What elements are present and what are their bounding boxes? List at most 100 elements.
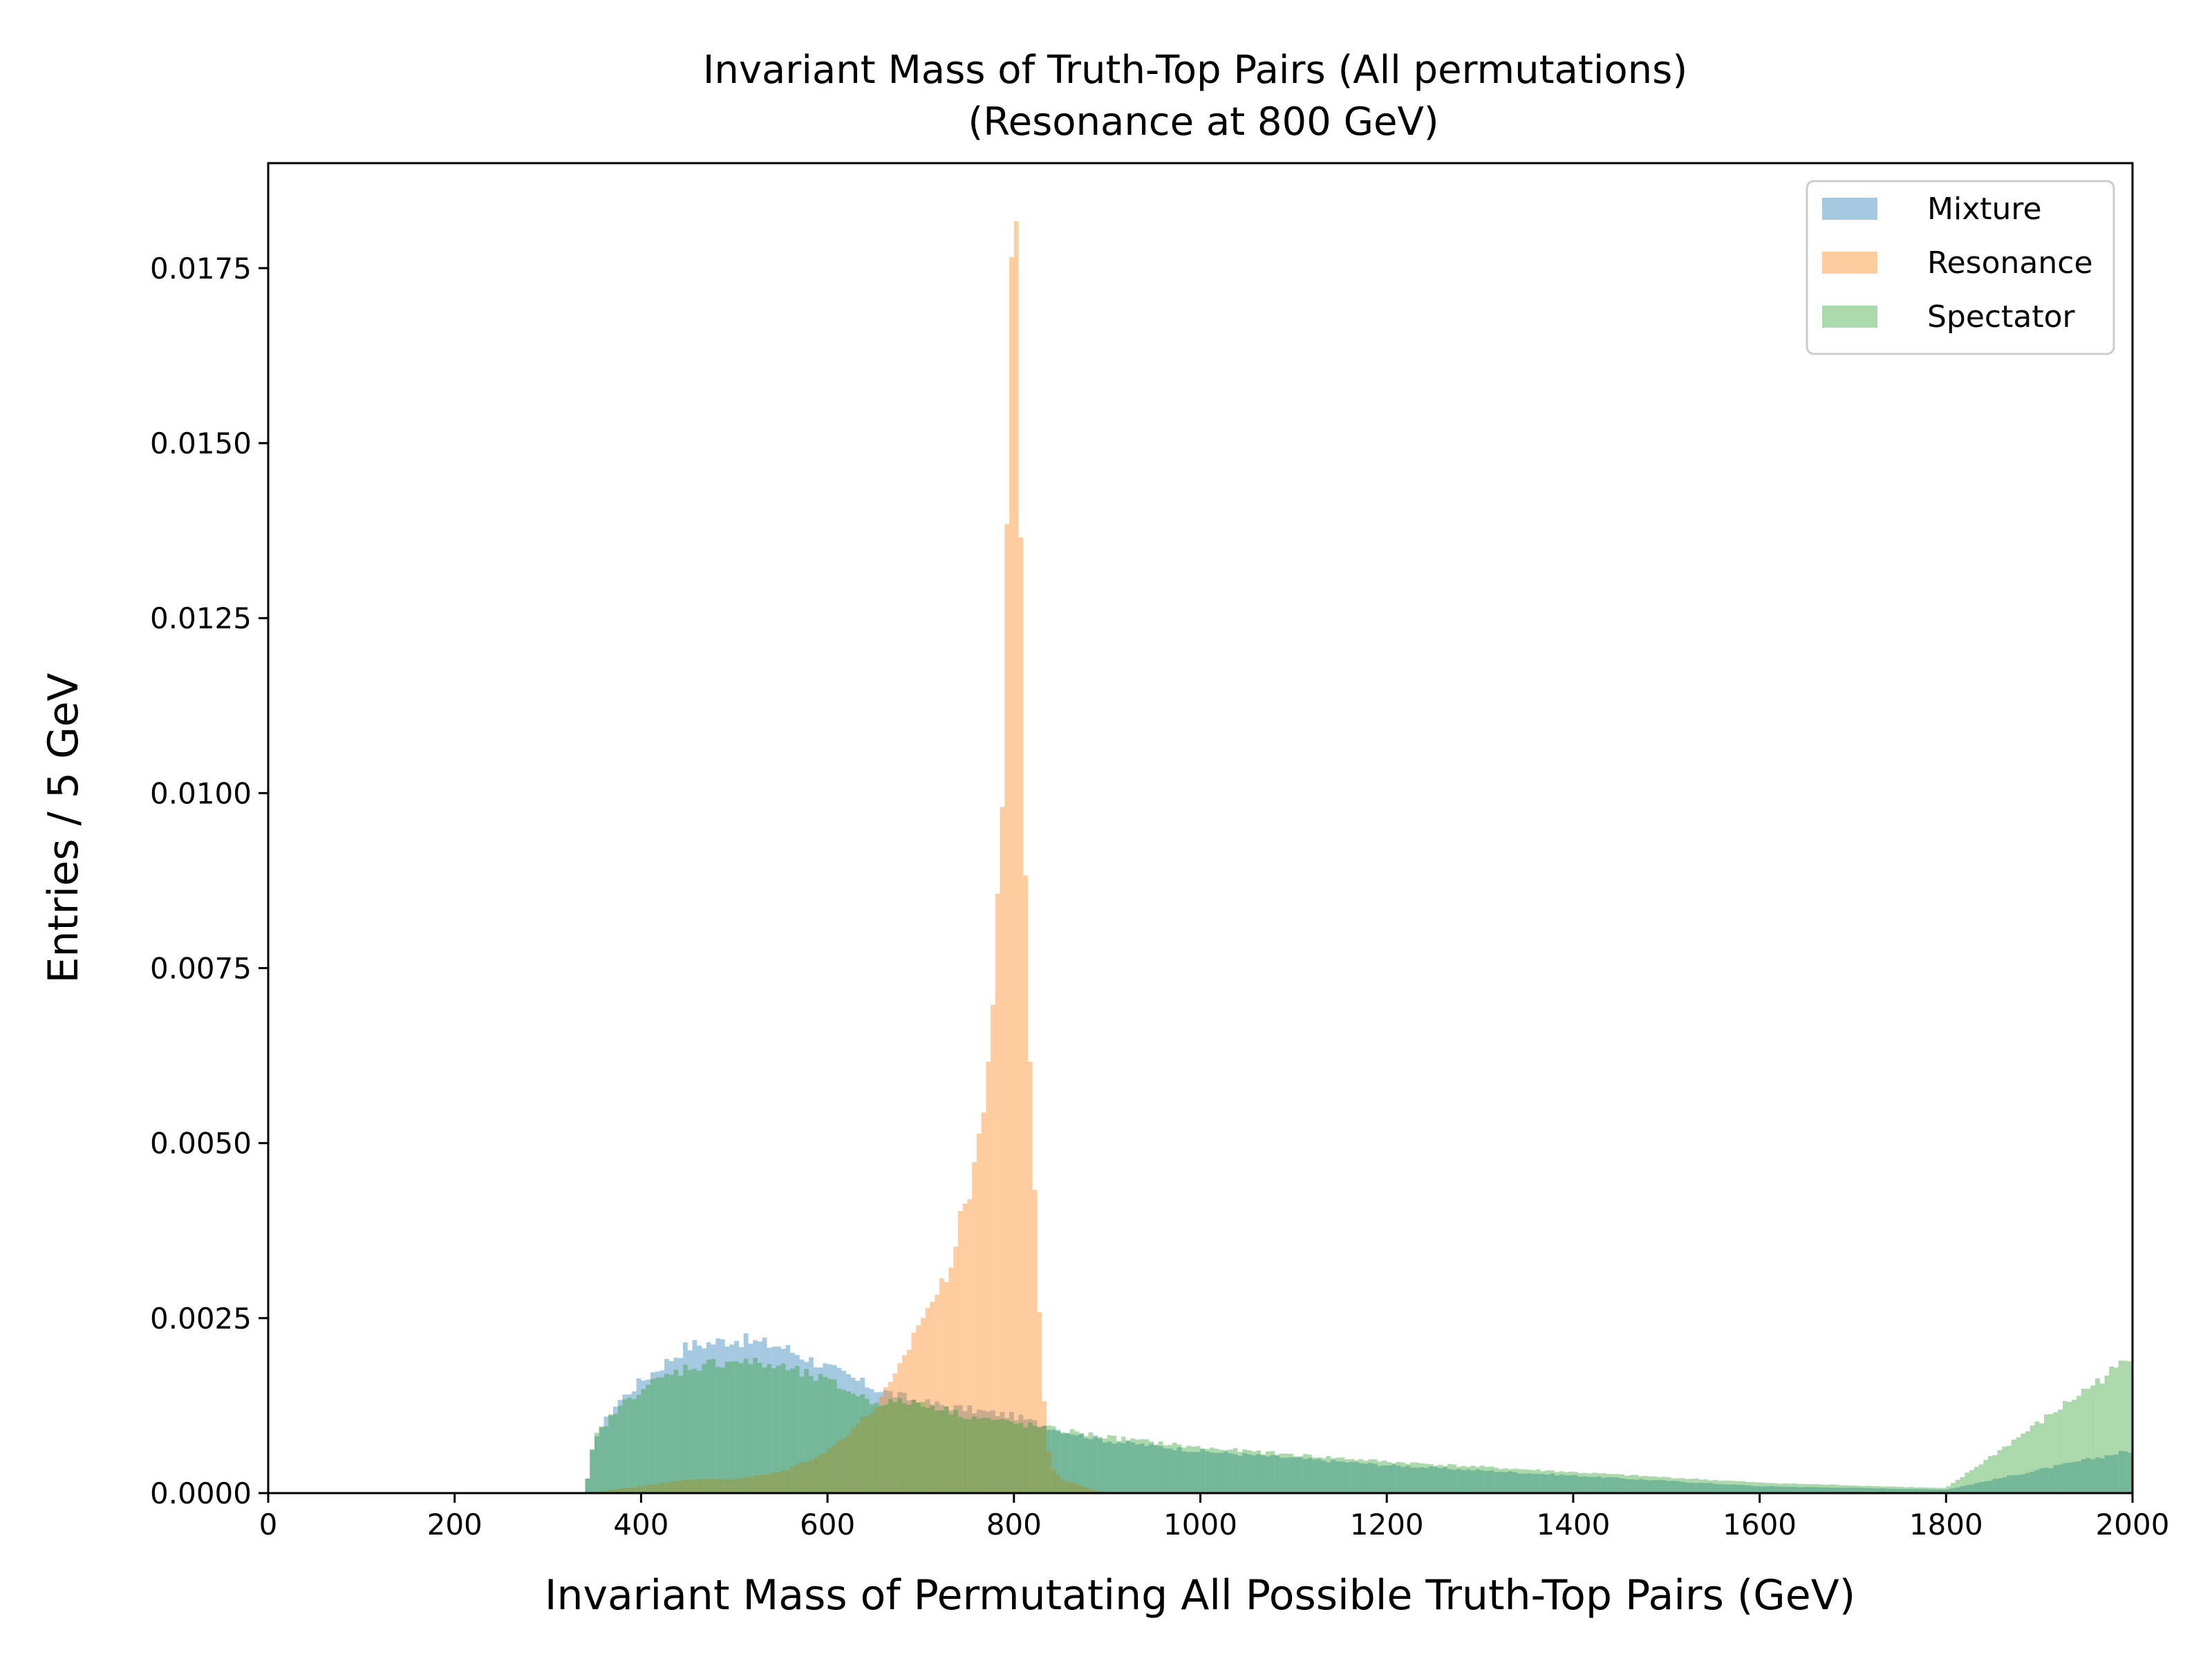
chart-subtitle: (Resonance at 800 GeV) — [968, 100, 1438, 144]
bar — [673, 1481, 679, 1493]
bar — [1750, 1485, 1755, 1493]
bar — [995, 893, 1000, 1493]
bar — [1978, 1482, 1984, 1493]
bar — [1573, 1474, 1578, 1493]
bar — [1354, 1460, 1359, 1493]
bar — [1088, 1488, 1094, 1493]
bar — [1615, 1474, 1620, 1493]
x-tick-label: 1000 — [1163, 1508, 1237, 1541]
bar — [1512, 1468, 1517, 1493]
bar — [1848, 1485, 1853, 1493]
bar — [1191, 1446, 1196, 1493]
bar — [1895, 1488, 1900, 1493]
bar — [2021, 1434, 2025, 1493]
bar — [1508, 1469, 1513, 1493]
bar — [1927, 1488, 1933, 1493]
bar — [2048, 1468, 2054, 1493]
bar — [757, 1362, 762, 1493]
bar — [702, 1363, 706, 1493]
bar — [702, 1348, 706, 1493]
bar — [883, 1390, 888, 1493]
bar — [1880, 1488, 1886, 1493]
bar — [2048, 1414, 2054, 1493]
bar — [738, 1478, 744, 1493]
bar — [1335, 1461, 1340, 1493]
bar — [1409, 1462, 1415, 1493]
bar — [1951, 1483, 1956, 1493]
bar — [1694, 1478, 1699, 1493]
bar — [655, 1483, 660, 1493]
bar — [1256, 1454, 1262, 1493]
bar — [1666, 1477, 1671, 1493]
bar — [1666, 1481, 1671, 1493]
bar — [720, 1367, 725, 1493]
bar — [608, 1490, 613, 1493]
bar — [1000, 1418, 1005, 1493]
bar — [1400, 1467, 1406, 1493]
bar — [1620, 1474, 1625, 1493]
bar — [2034, 1421, 2040, 1493]
bar — [1093, 1435, 1098, 1493]
bar — [1293, 1457, 1299, 1493]
bar — [2128, 1452, 2133, 1493]
bar — [1163, 1448, 1168, 1493]
bar — [865, 1416, 870, 1493]
x-tick-label: 1400 — [1536, 1508, 1610, 1541]
x-axis-ticks: 0 200 400 600 800 1000 1200 1400 1600 1800 2000 — [259, 1493, 2169, 1541]
bar — [2043, 1468, 2049, 1493]
bar — [832, 1379, 837, 1493]
bar — [734, 1361, 739, 1493]
bar — [1149, 1443, 1154, 1493]
bar — [962, 1411, 968, 1493]
bar — [1056, 1474, 1061, 1493]
y-tick-label: 0.0025 — [150, 1302, 252, 1335]
bar — [991, 1420, 995, 1493]
bar — [2058, 1409, 2063, 1493]
bar — [627, 1398, 632, 1493]
bar — [1205, 1449, 1210, 1493]
bar — [1051, 1430, 1056, 1493]
bar — [702, 1478, 706, 1493]
x-tick-label: 0 — [259, 1508, 278, 1541]
bar — [874, 1392, 879, 1493]
bar — [1517, 1469, 1522, 1493]
bar — [1922, 1489, 1928, 1493]
bar — [794, 1464, 800, 1493]
bar — [1042, 1401, 1047, 1493]
bar — [948, 1410, 954, 1493]
bar — [767, 1347, 772, 1493]
bar — [1028, 1061, 1033, 1493]
bar — [1918, 1487, 1923, 1493]
bar — [832, 1365, 837, 1493]
bar — [2081, 1459, 2086, 1493]
bar — [869, 1413, 874, 1493]
bar — [748, 1364, 753, 1493]
series-spectator — [585, 1358, 2133, 1493]
bar — [1526, 1470, 1532, 1493]
bar — [641, 1389, 646, 1493]
bar — [1499, 1472, 1503, 1493]
bar — [1540, 1471, 1546, 1493]
bar — [1965, 1472, 1970, 1493]
bar — [1382, 1465, 1387, 1493]
bar — [1405, 1465, 1410, 1493]
bar — [855, 1424, 861, 1493]
bar — [916, 1402, 921, 1493]
bar — [1349, 1459, 1354, 1493]
bar — [1023, 1419, 1029, 1493]
bar — [1839, 1485, 1844, 1493]
bar — [1377, 1465, 1382, 1493]
bar — [1312, 1459, 1318, 1493]
plot-frame — [267, 162, 2134, 1494]
bar — [1475, 1469, 1481, 1493]
bar — [1060, 1432, 1065, 1493]
bar — [2095, 1378, 2100, 1493]
y-tick-label: 0.0125 — [150, 601, 252, 635]
bar — [1098, 1436, 1103, 1493]
bar — [1205, 1451, 1210, 1493]
bar — [1652, 1476, 1658, 1493]
bar — [1312, 1457, 1318, 1493]
bar — [585, 1478, 590, 1493]
bar — [1139, 1438, 1145, 1493]
bar — [991, 1004, 995, 1493]
